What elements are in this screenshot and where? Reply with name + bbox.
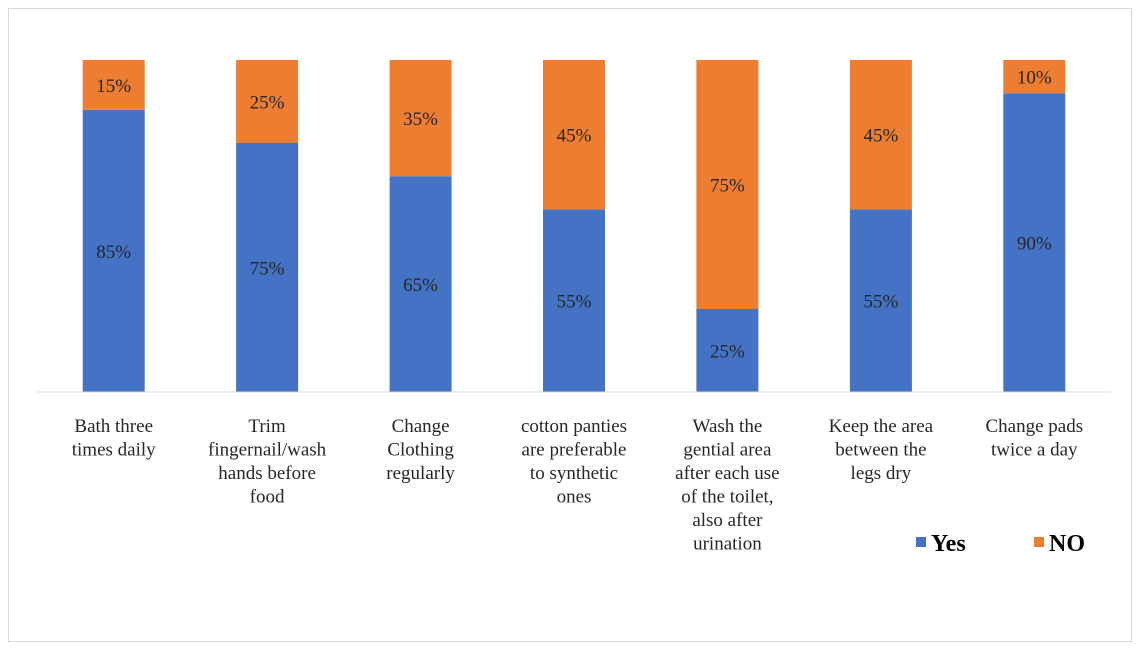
bar-yes-4 — [543, 209, 605, 392]
category-label-6: Keep the area between the legs dry — [829, 416, 934, 484]
data-label-no-2: 25% — [250, 93, 285, 114]
category-label-5: Wash the gential area after each use of the… — [675, 416, 779, 555]
bar-no-1 — [82, 60, 145, 110]
data-label-no-1: 15% — [96, 76, 131, 97]
category-label-2: Trim fingernail/wash hands before food — [208, 416, 327, 508]
data-label-no-3: 35% — [403, 109, 438, 130]
bar-no-3 — [389, 60, 452, 177]
bar-no-6 — [849, 60, 912, 210]
bars-layer — [82, 60, 1066, 393]
bar-no-2 — [236, 60, 299, 143]
category-label-7: Change pads twice a day — [985, 416, 1083, 461]
data-label-no-6: 45% — [863, 126, 898, 147]
data-label-yes-5: 25% — [710, 342, 745, 363]
bar-no-4 — [543, 60, 605, 210]
bar-yes-6 — [849, 209, 912, 392]
bar-yes-5 — [696, 309, 759, 392]
data-label-yes-2: 75% — [250, 259, 285, 280]
bar-yes-2 — [236, 143, 299, 392]
bar-no-7 — [1003, 60, 1066, 94]
category-label-4: cotton panties are preferable to synthetic… — [521, 416, 627, 508]
legend-swatch-no — [1034, 537, 1044, 547]
legend-swatch-yes — [916, 537, 926, 547]
bar-yes-3 — [389, 176, 452, 392]
legend: Yes NO — [916, 531, 1085, 557]
legend-label-yes: Yes — [931, 531, 966, 557]
bar-yes-1 — [82, 109, 145, 393]
category-label-3: Change Clothing regularly — [386, 416, 455, 484]
data-label-yes-1: 85% — [96, 242, 131, 263]
bar-yes-7 — [1003, 93, 1066, 392]
data-label-yes-6: 55% — [863, 292, 898, 313]
data-label-yes-4: 55% — [557, 292, 592, 313]
data-label-yes-3: 65% — [403, 275, 438, 296]
bar-no-5 — [696, 60, 759, 309]
data-labels-layer: 85% 15% 75% 25% 65% 35% 55% 45% 25% 75% 55% 45% 90% 1… — [96, 68, 1052, 363]
category-label-1: Bath three times daily — [72, 416, 156, 461]
data-label-no-4: 45% — [557, 126, 592, 147]
data-label-no-5: 75% — [710, 176, 745, 197]
data-label-yes-7: 90% — [1017, 234, 1052, 255]
legend-label-no: NO — [1049, 531, 1085, 557]
data-label-no-7: 10% — [1017, 68, 1052, 89]
category-labels-layer: Bath three times daily Trim fingernail/wash… — [72, 416, 1083, 555]
